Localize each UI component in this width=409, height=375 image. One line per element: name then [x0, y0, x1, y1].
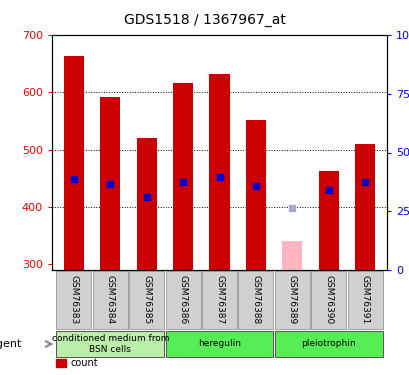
Text: pleiotrophin: pleiotrophin [301, 339, 355, 348]
Bar [165, 330, 273, 357]
Text: GSM76390: GSM76390 [324, 275, 333, 325]
Bar [274, 330, 382, 357]
Text: GSM76391: GSM76391 [360, 275, 369, 325]
Bar [56, 271, 91, 329]
Text: GSM76389: GSM76389 [287, 275, 296, 325]
Text: conditioned medium from
BSN cells: conditioned medium from BSN cells [52, 334, 169, 354]
Bar [274, 271, 309, 329]
Bar [209, 74, 229, 270]
Text: count: count [70, 358, 98, 368]
Bar [318, 171, 338, 270]
Bar [92, 271, 128, 329]
Bar [310, 271, 345, 329]
Bar [165, 271, 200, 329]
Bar [173, 82, 193, 270]
Bar [56, 330, 164, 357]
Bar [245, 120, 265, 270]
Bar [354, 144, 374, 270]
Text: GSM76387: GSM76387 [214, 275, 223, 325]
Bar [238, 271, 273, 329]
Text: agent: agent [0, 339, 22, 349]
Bar [64, 56, 84, 270]
Bar [129, 271, 164, 329]
Text: GSM76385: GSM76385 [142, 275, 151, 325]
Text: heregulin: heregulin [198, 339, 240, 348]
Text: GSM76388: GSM76388 [251, 275, 260, 325]
Text: GSM76383: GSM76383 [69, 275, 78, 325]
Text: GDS1518 / 1367967_at: GDS1518 / 1367967_at [124, 13, 285, 27]
Bar [136, 138, 156, 270]
Text: GSM76386: GSM76386 [178, 275, 187, 325]
Bar [282, 242, 301, 270]
Text: GSM76384: GSM76384 [106, 275, 115, 324]
Bar [202, 271, 236, 329]
Bar [100, 97, 120, 270]
Bar [347, 271, 382, 329]
